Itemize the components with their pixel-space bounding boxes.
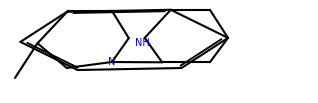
Text: NH: NH [135,38,149,48]
Text: N: N [108,57,116,67]
